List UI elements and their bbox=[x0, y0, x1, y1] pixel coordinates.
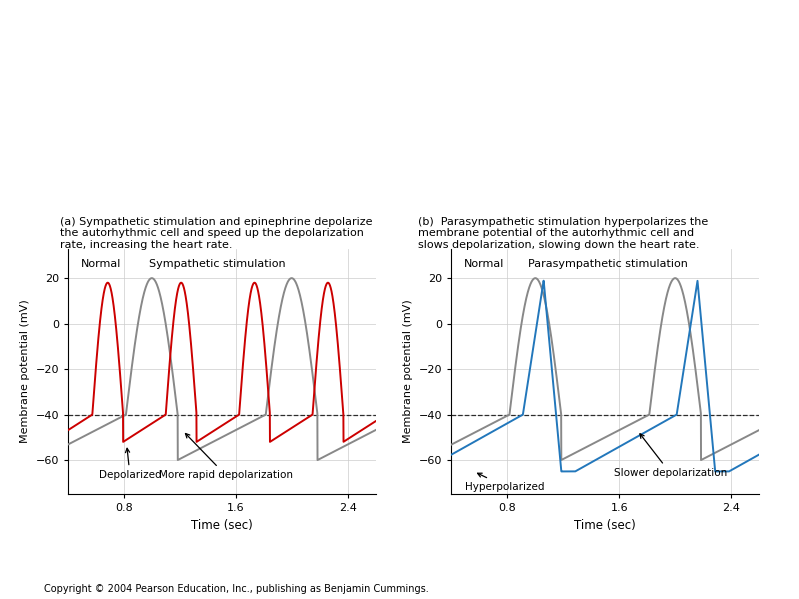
Text: Hyperpolarized: Hyperpolarized bbox=[465, 473, 545, 492]
Text: Slower depolarization: Slower depolarization bbox=[614, 434, 727, 478]
Text: Normal: Normal bbox=[464, 259, 504, 269]
Text: (b)  Parasympathetic stimulation hyperpolarizes the
membrane potential of the au: (b) Parasympathetic stimulation hyperpol… bbox=[418, 217, 708, 250]
Y-axis label: Membrane potential (mV): Membrane potential (mV) bbox=[20, 300, 30, 443]
Text: Sympathetic stimulation: Sympathetic stimulation bbox=[149, 259, 285, 269]
X-axis label: Time (sec): Time (sec) bbox=[191, 519, 252, 532]
X-axis label: Time (sec): Time (sec) bbox=[574, 519, 636, 532]
Text: Normal: Normal bbox=[81, 259, 121, 269]
Text: Parasympathetic stimulation: Parasympathetic stimulation bbox=[528, 259, 688, 269]
Text: (a) Sympathetic stimulation and epinephrine depolarize
the autorhythmic cell and: (a) Sympathetic stimulation and epinephr… bbox=[60, 217, 372, 250]
Text: Copyright © 2004 Pearson Education, Inc., publishing as Benjamin Cummings.: Copyright © 2004 Pearson Education, Inc.… bbox=[44, 584, 429, 594]
Text: Depolarized: Depolarized bbox=[99, 448, 161, 480]
Y-axis label: Membrane potential (mV): Membrane potential (mV) bbox=[403, 300, 413, 443]
Text: More rapid depolarization: More rapid depolarization bbox=[159, 434, 292, 480]
